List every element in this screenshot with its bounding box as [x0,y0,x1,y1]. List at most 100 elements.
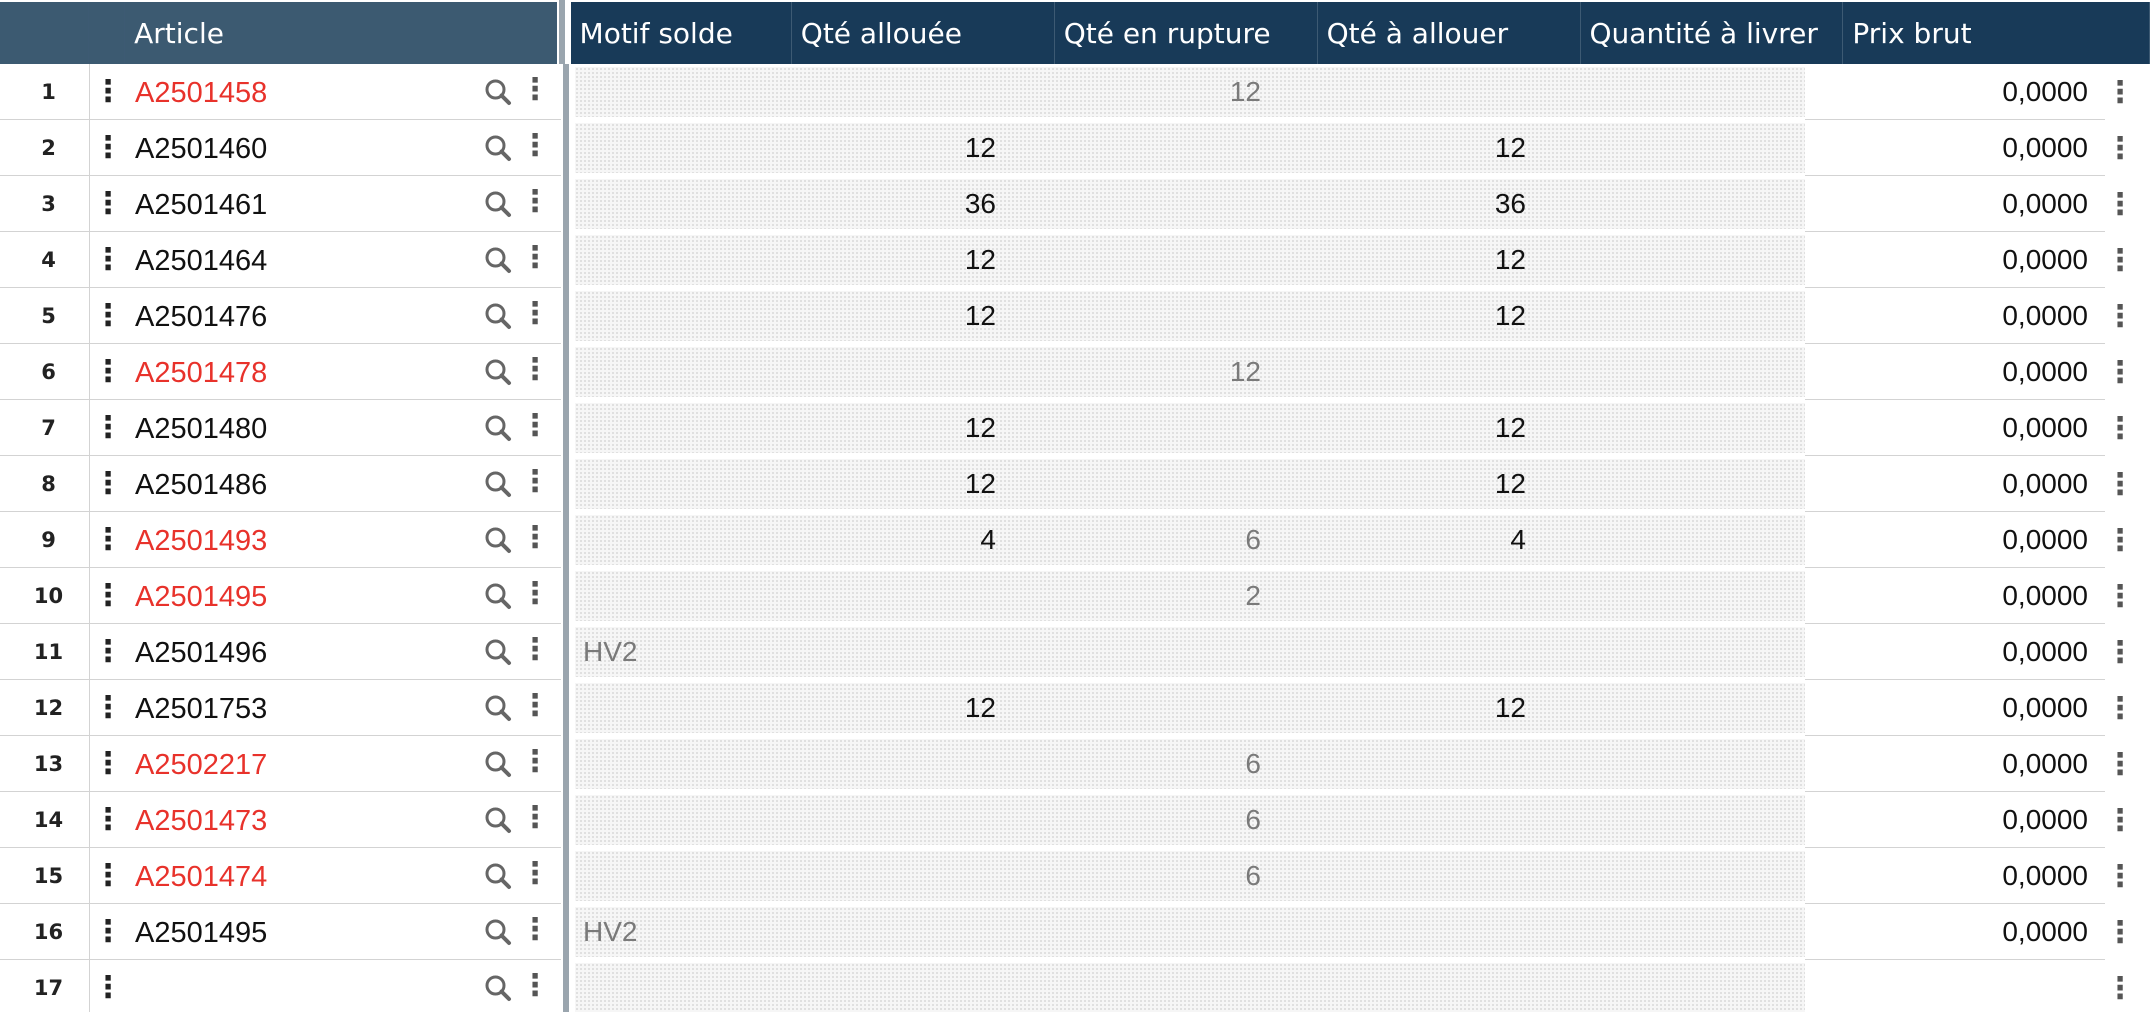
row-menu-kebab-icon[interactable]: ⋮ [90,848,126,904]
row-end-kebab-icon[interactable]: ⋮ [2105,298,2135,334]
row-end-kebab-icon[interactable]: ⋮ [2105,130,2135,166]
row-end-kebab-icon[interactable]: ⋮ [2105,354,2135,390]
row-end-kebab-icon[interactable]: ⋮ [2105,746,2135,782]
row-menu-kebab-icon[interactable]: ⋮ [90,64,126,120]
header-qte-rupture[interactable]: Qté en rupture [1054,2,1318,64]
qte-rupture-cell[interactable]: 6 [1245,524,1261,555]
row-menu-kebab-icon[interactable]: ⋮ [90,792,126,848]
row-end-kebab-icon[interactable]: ⋮ [2105,858,2135,894]
search-icon[interactable] [484,358,512,386]
qte-rupture-cell[interactable]: 6 [1245,804,1261,835]
qte-allouee-cell[interactable]: 12 [964,300,996,331]
motif-solde-cell[interactable] [575,67,745,117]
search-icon[interactable] [484,246,512,274]
motif-solde-cell[interactable] [575,963,745,1013]
prix-brut-cell[interactable]: 0,0000 [1805,344,2105,400]
article-cell[interactable]: A2501478 ⋮ [126,344,561,400]
header-motif-solde[interactable]: Motif solde [570,2,792,64]
prix-brut-cell[interactable]: 0,0000 [1805,568,2105,624]
table-row[interactable]: 15 ⋮ A2501474 ⋮ 6 0,0000 ⋮ [0,848,2150,904]
table-row[interactable]: 13 ⋮ A2502217 ⋮ 6 0,0000 ⋮ [0,736,2150,792]
article-cell[interactable]: A2501458 ⋮ [126,64,561,120]
qte-allouee-cell[interactable]: 12 [964,692,996,723]
qte-allouee-cell[interactable] [745,739,1010,789]
qte-a-allouer-cell[interactable] [1275,851,1540,901]
search-icon[interactable] [484,974,512,1002]
qte-rupture-cell[interactable]: 6 [1245,748,1261,779]
qte-a-allouer-cell[interactable]: 36 [1494,188,1526,219]
quantite-livrer-cell[interactable] [1540,403,1805,453]
quantite-livrer-cell[interactable] [1540,795,1805,845]
quantite-livrer-cell[interactable] [1540,739,1805,789]
table-row[interactable]: 1 ⋮ A2501458 ⋮ 12 0,0000 ⋮ [0,64,2150,120]
row-end-kebab-icon[interactable]: ⋮ [2105,410,2135,446]
qte-rupture-cell[interactable]: 2 [1245,580,1261,611]
search-icon[interactable] [484,190,512,218]
prix-brut-cell[interactable]: 0,0000 [1805,904,2105,960]
article-actions-kebab-icon[interactable]: ⋮ [520,520,550,555]
qte-a-allouer-cell[interactable] [1275,795,1540,845]
row-end-kebab-icon[interactable]: ⋮ [2105,634,2135,670]
article-cell[interactable]: A2501473 ⋮ [126,792,561,848]
prix-brut-cell[interactable]: 0,0000 [1805,624,2105,680]
header-quantite-livrer[interactable]: Quantité à livrer [1580,2,1844,64]
row-end-kebab-icon[interactable]: ⋮ [2105,578,2135,614]
quantite-livrer-cell[interactable] [1540,235,1805,285]
row-end-kebab-icon[interactable]: ⋮ [2105,242,2135,278]
qte-rupture-cell[interactable] [1010,403,1275,453]
quantite-livrer-cell[interactable] [1540,571,1805,621]
quantite-livrer-cell[interactable] [1540,851,1805,901]
quantite-livrer-cell[interactable] [1540,515,1805,565]
row-menu-kebab-icon[interactable]: ⋮ [90,960,126,1016]
motif-solde-cell[interactable]: HV2 [583,636,638,667]
article-actions-kebab-icon[interactable]: ⋮ [520,968,550,1003]
motif-solde-cell[interactable] [575,123,745,173]
qte-a-allouer-cell[interactable]: 12 [1494,692,1526,723]
table-row[interactable]: 14 ⋮ A2501473 ⋮ 6 0,0000 ⋮ [0,792,2150,848]
motif-solde-cell[interactable] [575,235,745,285]
article-actions-kebab-icon[interactable]: ⋮ [520,352,550,387]
motif-solde-cell[interactable] [575,683,745,733]
qte-a-allouer-cell[interactable] [1275,571,1540,621]
qte-rupture-cell[interactable] [1010,235,1275,285]
qte-allouee-cell[interactable] [745,347,1010,397]
motif-solde-cell[interactable] [575,851,745,901]
article-cell[interactable]: A2502217 ⋮ [126,736,561,792]
article-actions-kebab-icon[interactable]: ⋮ [520,856,550,891]
search-icon[interactable] [484,414,512,442]
search-icon[interactable] [484,78,512,106]
article-cell[interactable]: A2501474 ⋮ [126,848,561,904]
qte-rupture-cell[interactable] [1010,179,1275,229]
frozen-column-splitter[interactable] [556,0,571,64]
row-menu-kebab-icon[interactable]: ⋮ [90,400,126,456]
article-cell[interactable]: A2501486 ⋮ [126,456,561,512]
qte-a-allouer-cell[interactable]: 12 [1494,468,1526,499]
article-actions-kebab-icon[interactable]: ⋮ [520,296,550,331]
prix-brut-cell[interactable]: 0,0000 [1805,456,2105,512]
qte-allouee-cell[interactable] [745,627,1010,677]
row-end-kebab-icon[interactable]: ⋮ [2105,970,2135,1006]
motif-solde-cell[interactable]: HV2 [583,916,638,947]
qte-a-allouer-cell[interactable]: 12 [1494,132,1526,163]
search-icon[interactable] [484,134,512,162]
search-icon[interactable] [484,750,512,778]
qte-allouee-cell[interactable]: 36 [964,188,996,219]
prix-brut-cell[interactable]: 0,0000 [1805,176,2105,232]
motif-solde-cell[interactable] [575,739,745,789]
header-prix-brut[interactable]: Prix brut [1843,2,2150,64]
search-icon[interactable] [484,582,512,610]
motif-solde-cell[interactable] [575,795,745,845]
qte-rupture-cell[interactable] [1010,963,1275,1013]
qte-rupture-cell[interactable] [1010,907,1275,957]
qte-allouee-cell[interactable]: 12 [964,412,996,443]
qte-a-allouer-cell[interactable] [1275,739,1540,789]
article-actions-kebab-icon[interactable]: ⋮ [520,800,550,835]
qte-allouee-cell[interactable] [745,795,1010,845]
qte-a-allouer-cell[interactable]: 12 [1494,412,1526,443]
qte-rupture-cell[interactable] [1010,459,1275,509]
prix-brut-cell[interactable]: 0,0000 [1805,400,2105,456]
qte-allouee-cell[interactable] [745,963,1010,1013]
row-end-kebab-icon[interactable]: ⋮ [2105,914,2135,950]
search-icon[interactable] [484,918,512,946]
article-cell[interactable]: A2501753 ⋮ [126,680,561,736]
